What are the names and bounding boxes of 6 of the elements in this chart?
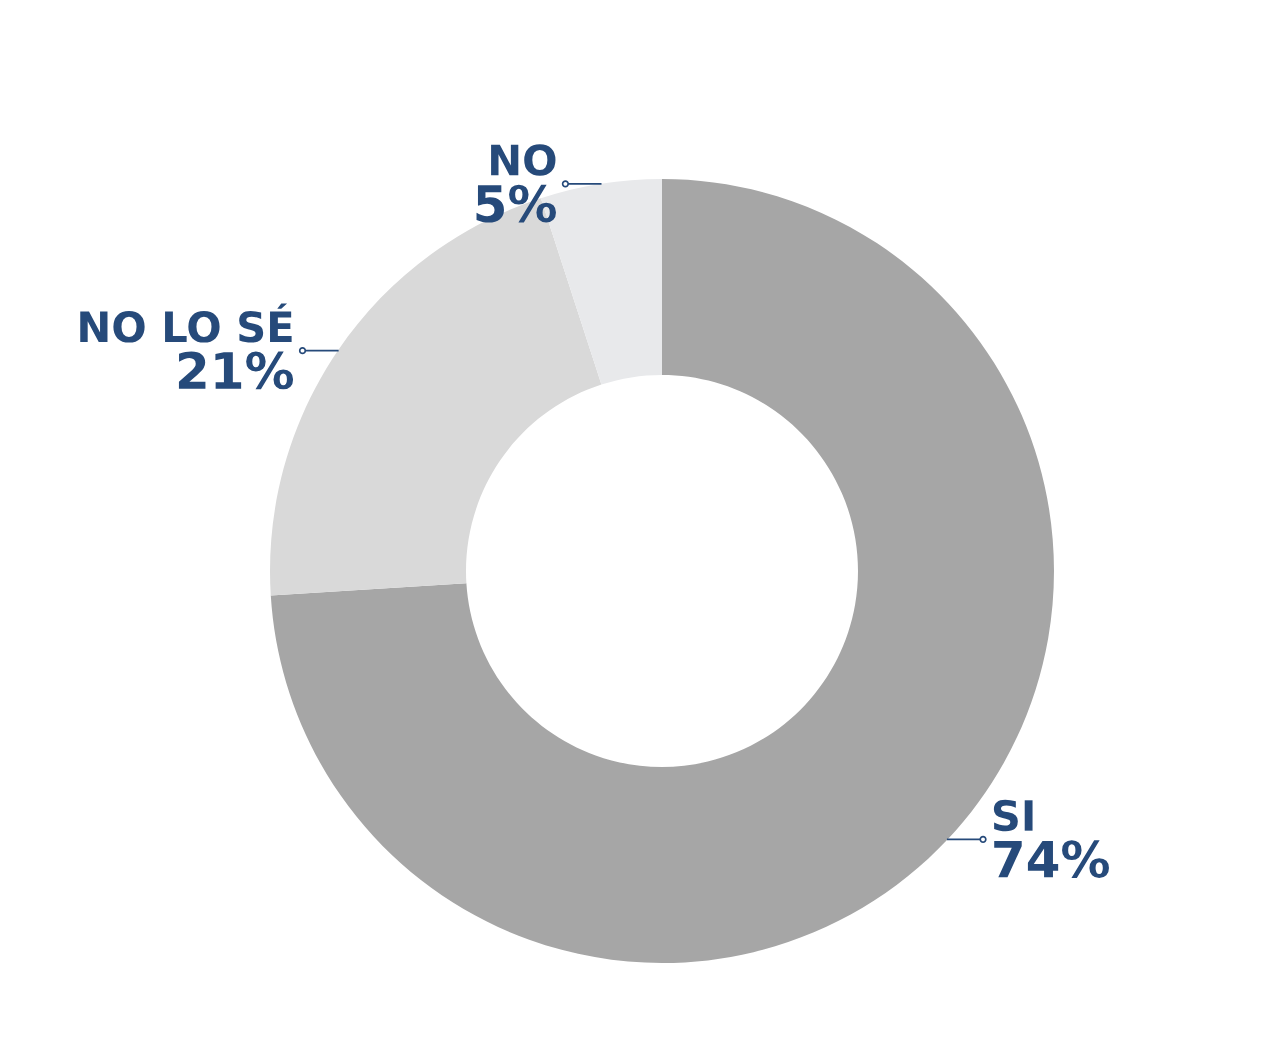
slice-label: NO [491, 144, 556, 176]
data-label: 5% [476, 184, 556, 223]
data-label: 74% [994, 840, 1109, 879]
data-label: 21% [178, 351, 294, 390]
slice-label: SI [993, 799, 1033, 832]
slice-label: NO LO SÉ [80, 303, 292, 343]
